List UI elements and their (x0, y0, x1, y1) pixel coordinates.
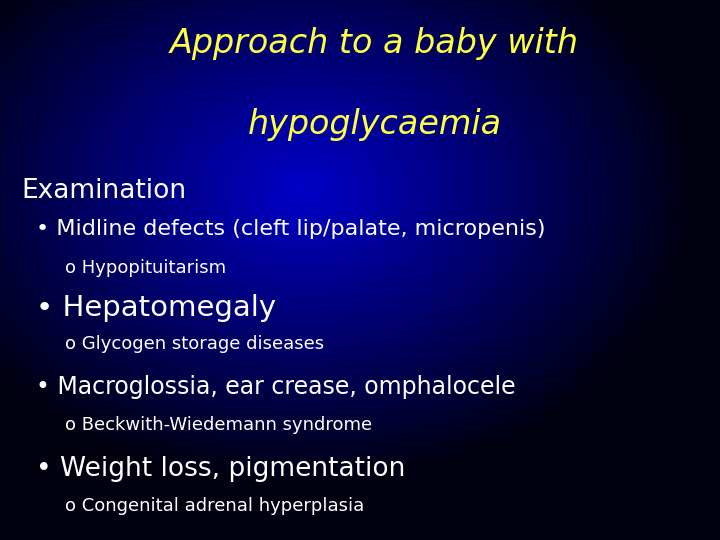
Text: • Hepatomegaly: • Hepatomegaly (36, 294, 276, 322)
Text: Examination: Examination (22, 178, 186, 204)
Text: o Congenital adrenal hyperplasia: o Congenital adrenal hyperplasia (65, 497, 364, 515)
Text: Approach to a baby with: Approach to a baby with (170, 27, 579, 60)
Text: o Hypopituitarism: o Hypopituitarism (65, 259, 226, 277)
Text: hypoglycaemia: hypoglycaemia (248, 108, 501, 141)
Text: • Macroglossia, ear crease, omphalocele: • Macroglossia, ear crease, omphalocele (36, 375, 516, 399)
Text: o Glycogen storage diseases: o Glycogen storage diseases (65, 335, 324, 353)
Text: o Beckwith-Wiedemann syndrome: o Beckwith-Wiedemann syndrome (65, 416, 372, 434)
Text: • Midline defects (cleft lip/palate, micropenis): • Midline defects (cleft lip/palate, mic… (36, 219, 546, 239)
Text: • Weight loss, pigmentation: • Weight loss, pigmentation (36, 456, 405, 482)
